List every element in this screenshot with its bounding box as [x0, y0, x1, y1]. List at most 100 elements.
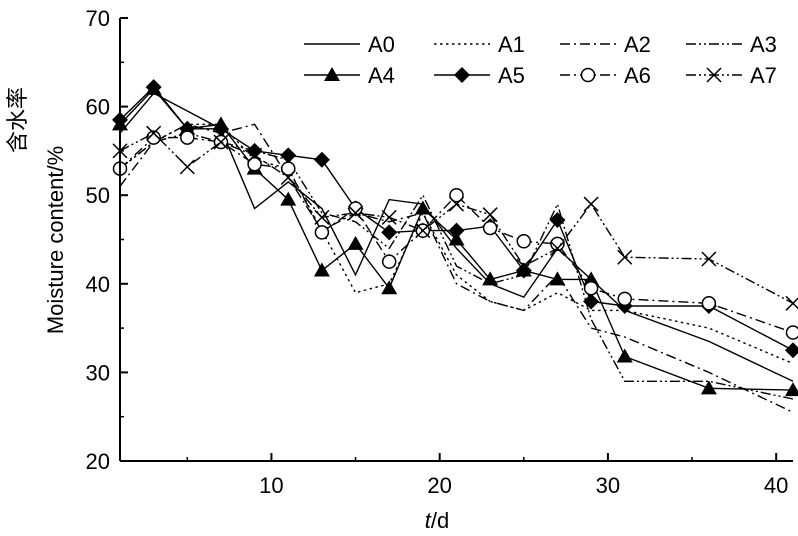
- legend-marker: [580, 67, 596, 83]
- y-axis-title-en: Moisture content/%: [43, 146, 68, 334]
- series-line: [119, 132, 794, 400]
- data-point: [179, 159, 195, 175]
- legend-label: A2: [624, 32, 651, 57]
- data-point: [482, 207, 498, 223]
- data-point: [701, 296, 717, 311]
- legend-label: A7: [750, 63, 777, 88]
- data-point: [247, 147, 263, 163]
- data-point: [415, 223, 431, 239]
- data-point: [617, 291, 632, 307]
- data-point: [280, 147, 297, 164]
- legend-item-a5: A5: [434, 63, 525, 88]
- data-point: [549, 271, 566, 286]
- data-point: [314, 225, 330, 240]
- legend-item-a0: A0: [304, 32, 395, 57]
- data-point: [449, 187, 464, 203]
- data-point: [701, 251, 717, 267]
- data-point: [146, 130, 161, 145]
- data-point: [785, 382, 798, 397]
- data-point: [785, 295, 798, 311]
- data-point: [381, 280, 398, 295]
- x-axis-title: t/d: [425, 508, 449, 533]
- legend-item-a2: A2: [560, 32, 651, 57]
- x-axis-variable: t: [425, 508, 432, 533]
- legend-label: A0: [368, 32, 395, 57]
- axes: 20 30 40 50 60 70 10 20 30 40: [86, 6, 793, 498]
- data-point: [583, 280, 599, 296]
- y-tick-label: 60: [86, 95, 110, 120]
- data-point: [280, 191, 297, 206]
- data-point: [515, 262, 532, 279]
- data-point: [180, 130, 195, 145]
- data-point: [516, 258, 532, 274]
- legend-item-a6: A6: [560, 63, 651, 88]
- data-point: [314, 209, 330, 225]
- series-a1: [119, 123, 794, 365]
- data-point: [448, 222, 465, 239]
- data-point: [381, 209, 397, 225]
- legend-item-a1: A1: [434, 32, 525, 57]
- series-line: [119, 132, 794, 304]
- y-tick-label: 50: [86, 183, 110, 208]
- y-tick-label: 20: [86, 449, 110, 474]
- data-point: [212, 120, 229, 137]
- data-point: [313, 262, 330, 277]
- y-tick-label: 70: [86, 6, 110, 31]
- legend-marker: [454, 67, 470, 83]
- data-point: [280, 169, 296, 186]
- data-point: [347, 235, 364, 250]
- data-point: [583, 293, 600, 310]
- data-point: [482, 271, 499, 286]
- data-point: [348, 205, 364, 221]
- data-point: [549, 212, 566, 229]
- data-point: [281, 161, 296, 176]
- series-line: [119, 123, 794, 365]
- data-point: [381, 224, 398, 241]
- data-point: [146, 125, 162, 141]
- legend-label: A6: [624, 63, 651, 88]
- axis-titles: t/d 含水率 Moisture content/%: [5, 87, 449, 533]
- data-point: [145, 79, 162, 96]
- series-a3: [119, 132, 794, 400]
- plot-area: [112, 79, 798, 413]
- data-point: [348, 201, 363, 216]
- legend-label: A3: [750, 32, 777, 57]
- legend-item-a3: A3: [686, 32, 777, 57]
- data-point: [700, 380, 717, 395]
- data-point: [616, 348, 633, 363]
- y-tick-label: 40: [86, 272, 110, 297]
- legend-item-a4: A4: [304, 63, 395, 88]
- data-point: [516, 234, 532, 249]
- series-a6: [112, 130, 798, 340]
- x-tick-label: 20: [427, 473, 451, 498]
- data-point: [381, 254, 397, 269]
- data-point: [448, 196, 465, 212]
- data-point: [414, 200, 431, 215]
- series-a7: [112, 125, 798, 311]
- data-point: [247, 156, 262, 172]
- data-point: [246, 142, 263, 159]
- legend-marker: [324, 67, 340, 81]
- data-point: [313, 151, 330, 168]
- legend-label: A4: [368, 63, 395, 88]
- x-tick-label: 40: [764, 473, 788, 498]
- data-point: [482, 220, 498, 236]
- x-axis-unit: /d: [431, 508, 449, 533]
- data-point: [785, 342, 798, 359]
- legend-item-a7: A7: [686, 63, 777, 88]
- series-a2: [119, 123, 794, 413]
- legend-label: A5: [498, 63, 525, 88]
- legend: A0 A1 A2 A3 A4 A5 A6 A7: [304, 32, 777, 88]
- legend-label: A1: [498, 32, 525, 57]
- x-tick-label: 30: [596, 473, 620, 498]
- data-point: [550, 236, 565, 252]
- y-axis-title-cn: 含水率: [5, 87, 30, 153]
- data-point: [785, 325, 798, 340]
- data-point: [549, 240, 565, 256]
- legend-marker: [706, 67, 722, 83]
- y-tick-label: 30: [86, 360, 110, 385]
- data-point: [213, 134, 229, 150]
- series-a5: [112, 79, 798, 359]
- data-point: [583, 196, 599, 212]
